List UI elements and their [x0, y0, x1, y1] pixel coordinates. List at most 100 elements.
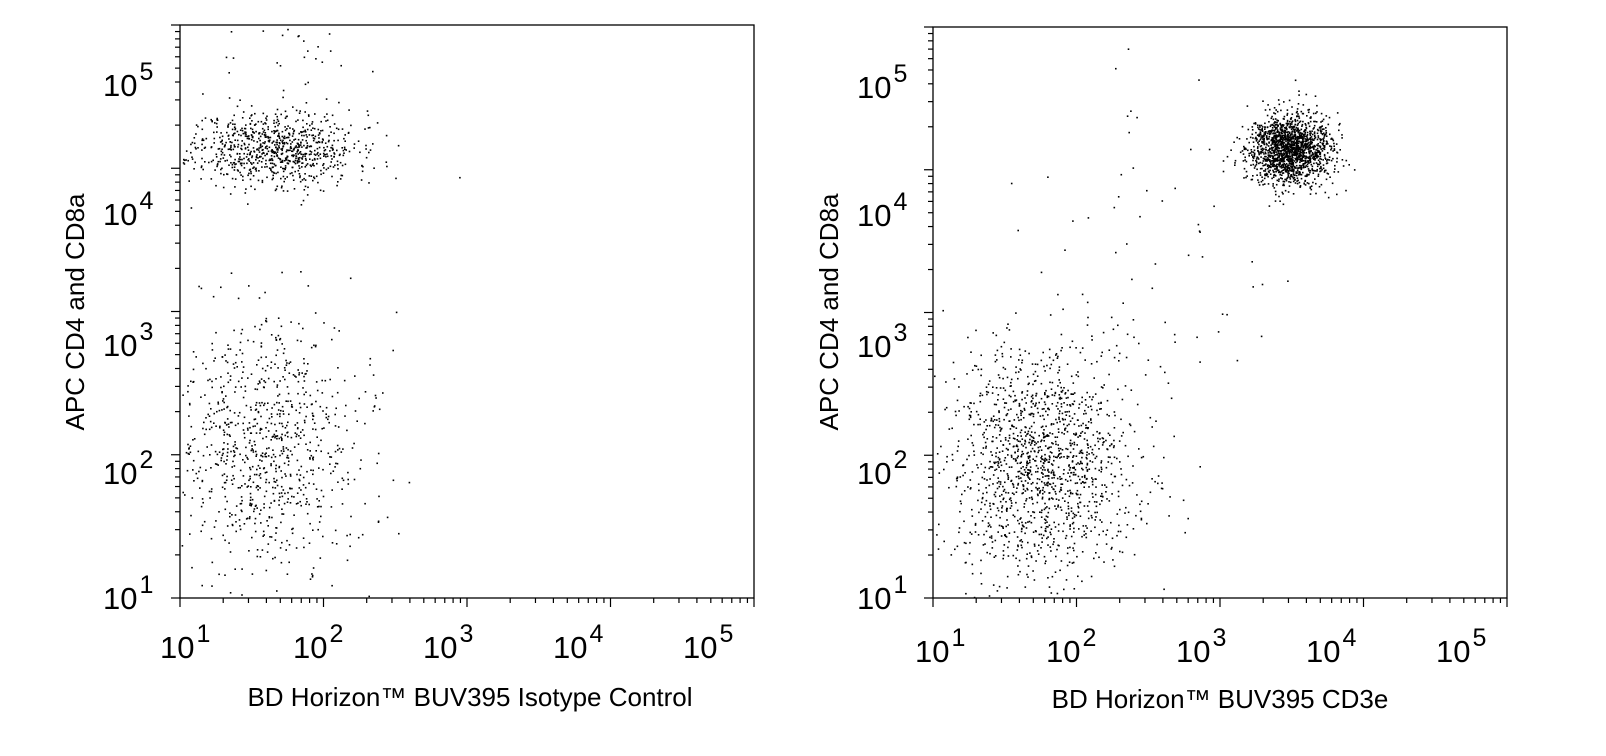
data-point — [312, 483, 315, 485]
data-point — [1300, 151, 1303, 154]
data-point — [1281, 170, 1283, 172]
data-point — [1311, 151, 1314, 154]
data-point — [973, 596, 976, 599]
data-point — [230, 272, 233, 274]
data-point — [1282, 169, 1285, 171]
data-point — [241, 499, 243, 502]
data-point — [244, 135, 247, 137]
data-point — [261, 549, 264, 551]
data-point — [239, 153, 241, 155]
data-point — [1107, 432, 1110, 435]
data-point — [1284, 136, 1287, 138]
data-point — [1025, 466, 1028, 469]
data-point — [256, 555, 259, 558]
data-point — [1253, 167, 1256, 169]
data-point — [1147, 359, 1150, 361]
data-point — [187, 390, 189, 393]
data-point — [1077, 505, 1079, 508]
data-point — [1052, 442, 1054, 445]
data-point — [281, 130, 284, 133]
data-point — [305, 159, 307, 161]
data-point — [1327, 173, 1330, 175]
data-point — [978, 511, 980, 514]
data-point — [1281, 136, 1284, 138]
data-point — [203, 433, 206, 436]
data-point — [1051, 497, 1053, 499]
data-point — [1054, 571, 1057, 573]
data-point — [286, 362, 288, 364]
data-point — [237, 160, 240, 163]
data-point — [1042, 351, 1044, 354]
data-point — [348, 150, 351, 153]
data-point — [996, 482, 999, 484]
data-point — [1065, 447, 1067, 450]
data-point — [1291, 150, 1294, 153]
data-point — [1086, 457, 1088, 460]
data-point — [1298, 117, 1301, 119]
data-point — [303, 358, 305, 360]
data-point — [314, 312, 317, 314]
data-point — [959, 476, 962, 478]
data-point — [970, 402, 972, 404]
data-point — [1311, 133, 1314, 136]
data-point — [1064, 427, 1067, 430]
data-point — [1049, 546, 1052, 548]
data-point — [320, 505, 322, 508]
data-point — [1101, 437, 1104, 439]
data-point — [1056, 421, 1058, 424]
data-point — [233, 451, 236, 453]
data-point — [980, 583, 983, 585]
data-point — [1007, 449, 1009, 451]
data-point — [395, 177, 397, 180]
data-point — [1287, 160, 1290, 162]
data-point — [1079, 493, 1082, 496]
data-point — [259, 144, 262, 147]
data-point — [1086, 454, 1088, 456]
data-point — [1325, 135, 1328, 137]
data-point — [257, 179, 260, 182]
data-point — [995, 403, 998, 406]
data-point — [181, 545, 184, 547]
data-point — [279, 338, 281, 341]
data-point — [330, 155, 333, 157]
data-point — [1271, 163, 1273, 166]
data-point — [213, 422, 215, 424]
data-point — [293, 130, 295, 133]
data-point — [1075, 492, 1078, 495]
data-point — [368, 595, 370, 598]
data-point — [1301, 125, 1303, 127]
data-point — [281, 141, 283, 143]
data-point — [260, 378, 263, 380]
data-point — [291, 135, 294, 137]
data-point — [1027, 451, 1029, 454]
data-point — [1314, 178, 1316, 180]
data-point — [209, 420, 212, 423]
data-point — [1085, 412, 1087, 415]
data-point — [1079, 478, 1081, 481]
data-point — [1291, 142, 1293, 145]
data-point — [224, 495, 227, 498]
data-point — [1087, 427, 1089, 429]
data-point — [1304, 147, 1307, 150]
data-point — [1251, 178, 1254, 181]
data-point — [287, 149, 289, 152]
data-point — [971, 471, 974, 473]
data-point — [1022, 445, 1025, 447]
data-point — [299, 500, 301, 503]
x-tick-label-1-4: 104 — [553, 620, 603, 665]
data-point — [1290, 151, 1293, 154]
data-point — [1304, 129, 1306, 132]
data-point — [201, 139, 203, 142]
data-point — [1289, 156, 1292, 158]
data-point — [1275, 141, 1278, 143]
data-point — [263, 142, 266, 145]
data-point — [1187, 254, 1190, 257]
data-point — [1032, 402, 1034, 405]
data-point — [1055, 508, 1057, 510]
data-point — [1271, 177, 1273, 180]
data-point — [264, 122, 266, 124]
data-point — [1299, 152, 1302, 154]
data-point — [285, 364, 288, 366]
data-point — [271, 162, 274, 165]
data-point — [1265, 131, 1267, 133]
